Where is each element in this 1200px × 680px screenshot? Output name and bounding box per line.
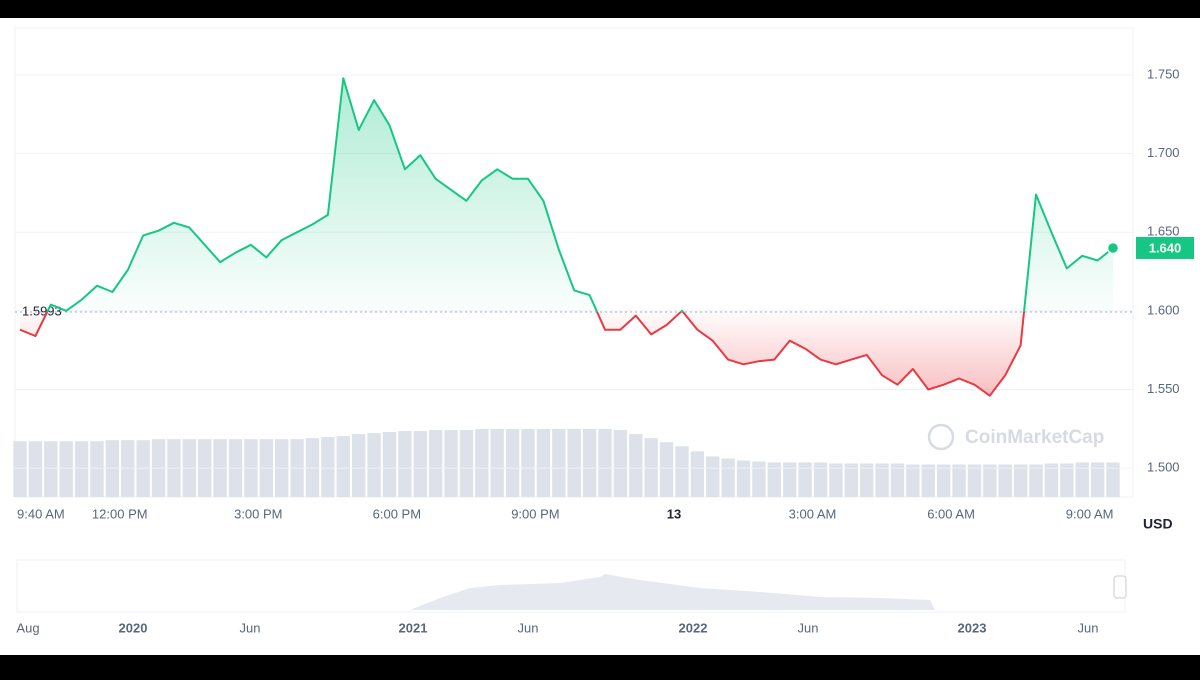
navigator-area bbox=[17, 574, 1125, 610]
volume-bar bbox=[305, 438, 320, 497]
x-tick-label: 12:00 PM bbox=[92, 506, 148, 521]
price-line bbox=[19, 77, 1114, 397]
volume-bar bbox=[752, 461, 766, 497]
volume-bar bbox=[59, 441, 73, 497]
y-tick-label: 1.650 bbox=[1147, 224, 1180, 239]
volume-bar bbox=[659, 442, 674, 497]
volume-bar bbox=[921, 464, 935, 497]
volume-bar bbox=[13, 441, 27, 497]
watermark-logo bbox=[927, 423, 955, 451]
y-tick-label: 1.700 bbox=[1147, 145, 1180, 160]
volume-bar bbox=[444, 430, 458, 497]
x-tick-label: 9:00 PM bbox=[511, 506, 559, 521]
navigator-handle[interactable] bbox=[1113, 575, 1127, 599]
volume-bar bbox=[536, 429, 551, 497]
navigator-label: Aug bbox=[16, 620, 39, 635]
volume-bar bbox=[121, 440, 135, 497]
volume-bar bbox=[690, 451, 705, 497]
price-tag bbox=[1136, 236, 1194, 259]
volume-bar bbox=[413, 431, 427, 497]
volume-bar bbox=[706, 456, 720, 497]
navigator-label: 2021 bbox=[399, 620, 428, 635]
x-tick-label: 6:00 AM bbox=[927, 506, 975, 521]
volume-bar bbox=[136, 440, 150, 497]
volume-bar bbox=[44, 441, 58, 497]
volume-bar bbox=[598, 429, 612, 497]
volume-bar bbox=[90, 441, 104, 497]
y-tick-label: 1.550 bbox=[1147, 381, 1180, 396]
x-tick-label: 3:00 PM bbox=[234, 506, 282, 521]
volume-bar bbox=[1106, 462, 1120, 497]
y-tick-label: 1.600 bbox=[1147, 302, 1180, 317]
volume-bar bbox=[936, 464, 951, 497]
volume-bar bbox=[736, 460, 751, 497]
volume-bar bbox=[521, 429, 535, 497]
x-tick-label: 6:00 PM bbox=[373, 506, 421, 521]
navigator-label: Jun bbox=[798, 620, 819, 635]
volume-bar bbox=[1090, 462, 1105, 497]
volume-bar bbox=[382, 432, 397, 497]
volume-bar bbox=[613, 430, 628, 497]
volume-bar bbox=[783, 462, 797, 497]
volume-bar bbox=[1013, 464, 1028, 497]
volume-bar bbox=[875, 463, 889, 497]
volume-bar bbox=[74, 441, 89, 497]
volume-bar bbox=[675, 446, 689, 497]
volume-bar bbox=[28, 441, 43, 497]
volume-bar bbox=[490, 429, 504, 497]
volume-bar bbox=[1060, 463, 1074, 497]
watermark: CoinMarketCap bbox=[927, 423, 1104, 451]
y-tick-label: 1.500 bbox=[1147, 460, 1180, 475]
volume-bar bbox=[1075, 462, 1089, 497]
volume-bar bbox=[1044, 463, 1059, 497]
x-tick-label: 3:00 AM bbox=[789, 506, 837, 521]
volume-bar bbox=[336, 436, 350, 497]
area-fill bbox=[20, 78, 1113, 396]
volume-bar bbox=[567, 429, 581, 497]
volume-bar bbox=[952, 464, 966, 497]
volume-bar bbox=[813, 462, 828, 497]
volume-bar bbox=[398, 431, 412, 497]
navigator-label: 2022 bbox=[679, 620, 708, 635]
volume-bar bbox=[105, 440, 120, 497]
last-point bbox=[1106, 241, 1120, 255]
watermark-text: CoinMarketCap bbox=[965, 427, 1104, 448]
volume-bar bbox=[1029, 464, 1043, 497]
volume-bar bbox=[906, 464, 920, 497]
navigator-label: Jun bbox=[1078, 620, 1099, 635]
x-tick-label: 13 bbox=[667, 506, 681, 521]
volume-bar bbox=[644, 438, 658, 497]
volume-bar bbox=[351, 434, 366, 497]
navigator-label: 2020 bbox=[119, 620, 148, 635]
currency-label: USD bbox=[1143, 516, 1173, 532]
volume-bar bbox=[367, 433, 381, 497]
volume-bar bbox=[998, 464, 1012, 497]
volume-bar bbox=[321, 437, 335, 497]
y-tick-label: 1.750 bbox=[1147, 66, 1180, 81]
volume-bar bbox=[844, 463, 858, 497]
volume-bar bbox=[767, 462, 782, 497]
volume-bar bbox=[721, 458, 735, 497]
volume-bar bbox=[798, 462, 812, 497]
volume-bar bbox=[505, 429, 520, 497]
volume-bar bbox=[629, 434, 643, 497]
volume-bar bbox=[967, 464, 982, 497]
volume-bar bbox=[890, 463, 905, 497]
volume-bar bbox=[582, 429, 597, 497]
volume-bar bbox=[428, 430, 443, 497]
volume-bar bbox=[859, 463, 874, 497]
navigator-label: Jun bbox=[240, 620, 261, 635]
navigator-label: Jun bbox=[518, 620, 539, 635]
volume-bar bbox=[475, 429, 489, 497]
price-tag-label: 1.640 bbox=[1149, 240, 1182, 255]
x-tick-label: 9:40 AM bbox=[17, 506, 65, 521]
navigator-label: 2023 bbox=[958, 620, 987, 635]
volume-bar bbox=[552, 429, 566, 497]
volume-bar bbox=[459, 430, 474, 497]
volume-bar bbox=[983, 464, 997, 497]
volume-bar bbox=[829, 463, 843, 497]
x-tick-label: 9:00 AM bbox=[1066, 506, 1114, 521]
